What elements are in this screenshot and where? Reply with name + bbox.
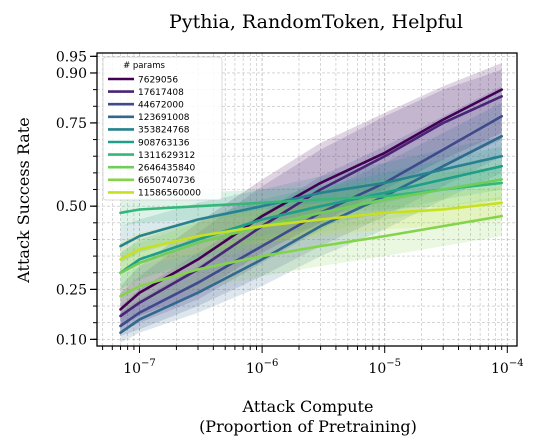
x-tick-label: 10−7 [123, 358, 156, 377]
x-axis-label: Attack Compute [242, 397, 374, 416]
y-tick-labels: 0.10 0.25 0.50 0.75 0.900.95 [56, 49, 87, 348]
series-line-17617408 [119, 95, 504, 318]
legend-label: 7629056 [138, 75, 178, 85]
legend-items: 7629056 17617408 44672000 123691008 35382476… [108, 75, 201, 199]
axis-ticks [90, 55, 508, 353]
series-line-11586560000 [119, 201, 504, 261]
legend-label: 1311629312 [138, 151, 195, 161]
legend-title: # params [123, 61, 165, 71]
legend-label: 17617408 [138, 88, 184, 98]
y-tick-label: 0.75 [56, 116, 87, 132]
legend-label: 908763136 [138, 138, 190, 148]
y-tick-label: 0.25 [56, 282, 87, 298]
series-line-353824768 [119, 154, 504, 248]
series-line-6650740736 [119, 214, 504, 298]
series-lines [119, 88, 504, 335]
legend-label: 123691008 [138, 113, 190, 123]
chart-title: Pythia, RandomToken, Helpful [169, 11, 463, 33]
y-tick-label: 0.50 [56, 199, 87, 215]
y-axis-label: Attack Success Rate [14, 117, 33, 283]
legend-label: 353824768 [138, 126, 190, 136]
x-tick-label: 10−6 [246, 358, 279, 377]
series-line-44672000 [119, 115, 504, 328]
y-tick-label: 0.90 [56, 66, 87, 82]
legend-label: 6650740736 [138, 176, 196, 186]
series-line-908763136 [119, 164, 504, 275]
legend: # params 7629056 17617408 44672000 12369100… [102, 56, 223, 201]
x-axis-label-line2: (Proportion of Pretraining) [199, 417, 417, 436]
legend-label: 11586560000 [138, 189, 201, 199]
x-tick-label: 10−4 [491, 358, 524, 377]
x-tick-label: 10−5 [368, 358, 401, 377]
series-line-2646435840 [119, 178, 504, 275]
legend-label: 2646435840 [138, 164, 196, 174]
legend-label: 44672000 [138, 101, 184, 111]
y-tick-label: 0.95 [56, 49, 87, 65]
y-tick-label: 0.10 [56, 332, 87, 348]
plot-frame [96, 52, 518, 347]
x-tick-labels: 10−7 10−6 10−5 10−4 [123, 358, 523, 377]
